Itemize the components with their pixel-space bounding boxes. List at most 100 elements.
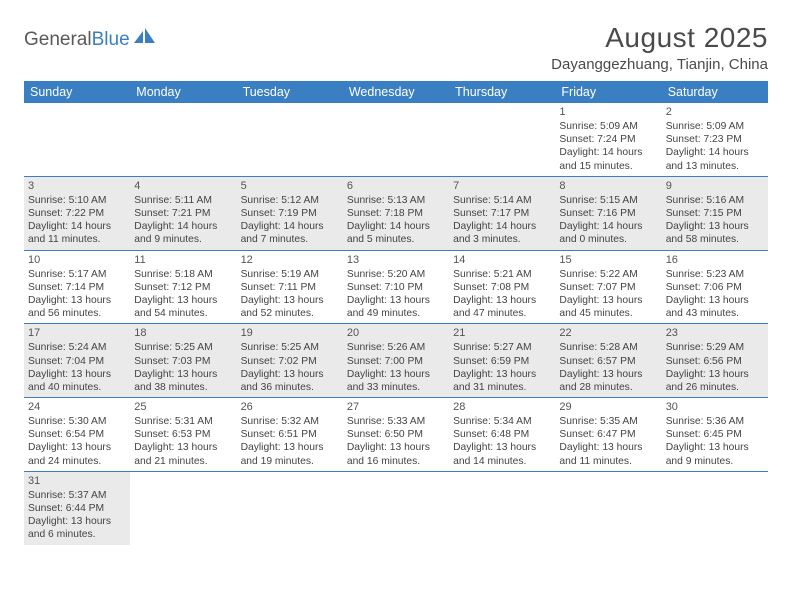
day-sunset: Sunset: 7:08 PM <box>453 281 551 294</box>
day-sunrise: Sunrise: 5:23 AM <box>666 268 764 281</box>
day-cell: 6Sunrise: 5:13 AMSunset: 7:18 PMDaylight… <box>343 177 449 250</box>
day-number: 4 <box>134 179 232 193</box>
day-dl2: and 52 minutes. <box>241 307 339 320</box>
day-sunrise: Sunrise: 5:25 AM <box>134 341 232 354</box>
day-cell: 13Sunrise: 5:20 AMSunset: 7:10 PMDayligh… <box>343 251 449 324</box>
day-sunset: Sunset: 7:15 PM <box>666 207 764 220</box>
day-sunset: Sunset: 6:45 PM <box>666 428 764 441</box>
day-sunset: Sunset: 6:53 PM <box>134 428 232 441</box>
day-cell: 29Sunrise: 5:35 AMSunset: 6:47 PMDayligh… <box>555 398 661 471</box>
day-cell: 9Sunrise: 5:16 AMSunset: 7:15 PMDaylight… <box>662 177 768 250</box>
day-dl2: and 21 minutes. <box>134 455 232 468</box>
day-cell: 5Sunrise: 5:12 AMSunset: 7:19 PMDaylight… <box>237 177 343 250</box>
day-dl1: Daylight: 13 hours <box>453 441 551 454</box>
day-sunrise: Sunrise: 5:19 AM <box>241 268 339 281</box>
day-dl1: Daylight: 13 hours <box>28 515 126 528</box>
day-sunset: Sunset: 7:21 PM <box>134 207 232 220</box>
day-sunset: Sunset: 7:17 PM <box>453 207 551 220</box>
day-dl2: and 33 minutes. <box>347 381 445 394</box>
day-dl2: and 11 minutes. <box>559 455 657 468</box>
day-dl1: Daylight: 13 hours <box>666 294 764 307</box>
day-dl1: Daylight: 14 hours <box>241 220 339 233</box>
day-dl1: Daylight: 13 hours <box>666 441 764 454</box>
day-number: 20 <box>347 326 445 340</box>
day-sunset: Sunset: 7:22 PM <box>28 207 126 220</box>
day-cell: 25Sunrise: 5:31 AMSunset: 6:53 PMDayligh… <box>130 398 236 471</box>
day-number: 5 <box>241 179 339 193</box>
day-dl1: Daylight: 13 hours <box>666 220 764 233</box>
day-dl1: Daylight: 13 hours <box>241 368 339 381</box>
day-cell: 7Sunrise: 5:14 AMSunset: 7:17 PMDaylight… <box>449 177 555 250</box>
day-cell: 3Sunrise: 5:10 AMSunset: 7:22 PMDaylight… <box>24 177 130 250</box>
day-cell: 14Sunrise: 5:21 AMSunset: 7:08 PMDayligh… <box>449 251 555 324</box>
day-dl2: and 3 minutes. <box>453 233 551 246</box>
week-row: 17Sunrise: 5:24 AMSunset: 7:04 PMDayligh… <box>24 324 768 398</box>
day-cell <box>343 472 449 545</box>
logo-text-1: General <box>24 29 92 51</box>
day-dl2: and 36 minutes. <box>241 381 339 394</box>
day-dl2: and 6 minutes. <box>28 528 126 541</box>
day-sunrise: Sunrise: 5:25 AM <box>241 341 339 354</box>
day-sunrise: Sunrise: 5:13 AM <box>347 194 445 207</box>
day-number: 11 <box>134 253 232 267</box>
day-dl2: and 49 minutes. <box>347 307 445 320</box>
location: Dayanggezhuang, Tianjin, China <box>551 56 768 73</box>
day-sunset: Sunset: 6:44 PM <box>28 502 126 515</box>
day-cell <box>237 103 343 176</box>
header: GeneralBlue August 2025 Dayanggezhuang, … <box>24 22 768 73</box>
logo: GeneralBlue <box>24 22 156 52</box>
day-cell: 11Sunrise: 5:18 AMSunset: 7:12 PMDayligh… <box>130 251 236 324</box>
day-sunrise: Sunrise: 5:10 AM <box>28 194 126 207</box>
dow-tuesday: Tuesday <box>237 81 343 103</box>
week-row: 1Sunrise: 5:09 AMSunset: 7:24 PMDaylight… <box>24 103 768 177</box>
day-dl1: Daylight: 13 hours <box>347 294 445 307</box>
day-dl1: Daylight: 14 hours <box>134 220 232 233</box>
day-number: 10 <box>28 253 126 267</box>
day-number: 2 <box>666 105 764 119</box>
day-sunset: Sunset: 6:56 PM <box>666 355 764 368</box>
day-sunrise: Sunrise: 5:18 AM <box>134 268 232 281</box>
day-dl1: Daylight: 14 hours <box>28 220 126 233</box>
day-cell: 26Sunrise: 5:32 AMSunset: 6:51 PMDayligh… <box>237 398 343 471</box>
day-number: 16 <box>666 253 764 267</box>
week-row: 3Sunrise: 5:10 AMSunset: 7:22 PMDaylight… <box>24 177 768 251</box>
day-number: 1 <box>559 105 657 119</box>
day-cell: 27Sunrise: 5:33 AMSunset: 6:50 PMDayligh… <box>343 398 449 471</box>
day-dl1: Daylight: 13 hours <box>559 441 657 454</box>
day-dl1: Daylight: 13 hours <box>134 294 232 307</box>
day-dl2: and 7 minutes. <box>241 233 339 246</box>
day-dl1: Daylight: 14 hours <box>453 220 551 233</box>
day-cell: 23Sunrise: 5:29 AMSunset: 6:56 PMDayligh… <box>662 324 768 397</box>
day-cell: 10Sunrise: 5:17 AMSunset: 7:14 PMDayligh… <box>24 251 130 324</box>
day-cell: 8Sunrise: 5:15 AMSunset: 7:16 PMDaylight… <box>555 177 661 250</box>
month-title: August 2025 <box>551 22 768 54</box>
day-sunset: Sunset: 7:23 PM <box>666 133 764 146</box>
day-number: 28 <box>453 400 551 414</box>
day-dl1: Daylight: 13 hours <box>134 441 232 454</box>
day-sunset: Sunset: 6:51 PM <box>241 428 339 441</box>
day-dl1: Daylight: 14 hours <box>559 220 657 233</box>
day-sunrise: Sunrise: 5:14 AM <box>453 194 551 207</box>
day-sunrise: Sunrise: 5:30 AM <box>28 415 126 428</box>
week-row: 31Sunrise: 5:37 AMSunset: 6:44 PMDayligh… <box>24 472 768 545</box>
day-number: 6 <box>347 179 445 193</box>
day-dl2: and 40 minutes. <box>28 381 126 394</box>
day-dl1: Daylight: 14 hours <box>559 146 657 159</box>
day-sunrise: Sunrise: 5:11 AM <box>134 194 232 207</box>
day-number: 15 <box>559 253 657 267</box>
day-dl2: and 13 minutes. <box>666 160 764 173</box>
dow-wednesday: Wednesday <box>343 81 449 103</box>
calendar: Sunday Monday Tuesday Wednesday Thursday… <box>24 81 768 545</box>
day-cell: 30Sunrise: 5:36 AMSunset: 6:45 PMDayligh… <box>662 398 768 471</box>
day-dl2: and 19 minutes. <box>241 455 339 468</box>
day-dl2: and 43 minutes. <box>666 307 764 320</box>
day-number: 17 <box>28 326 126 340</box>
sail-icon <box>134 28 156 50</box>
dow-monday: Monday <box>130 81 236 103</box>
day-dl2: and 5 minutes. <box>347 233 445 246</box>
day-cell: 31Sunrise: 5:37 AMSunset: 6:44 PMDayligh… <box>24 472 130 545</box>
day-cell <box>449 103 555 176</box>
day-number: 23 <box>666 326 764 340</box>
day-sunrise: Sunrise: 5:17 AM <box>28 268 126 281</box>
day-sunset: Sunset: 7:14 PM <box>28 281 126 294</box>
